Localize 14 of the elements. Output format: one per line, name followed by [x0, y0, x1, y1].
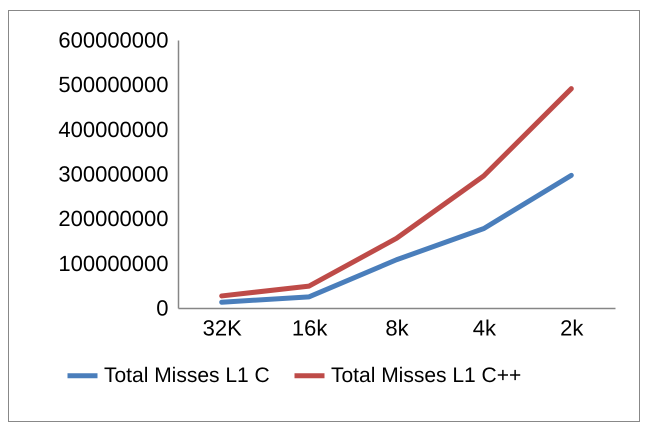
y-tick-label: 200000000 — [58, 206, 168, 232]
x-tick-label: 2k — [560, 316, 584, 340]
y-tick-label: 0 — [156, 296, 168, 320]
x-tick-label: 8k — [385, 316, 410, 340]
x-tick-label: 4k — [472, 316, 498, 340]
y-tick-label: 500000000 — [58, 72, 168, 98]
x-tick-label: 16k — [292, 316, 328, 340]
y-tick-label: 400000000 — [58, 116, 168, 142]
x-tick-label: 32K — [202, 316, 242, 340]
y-tick-label: 100000000 — [58, 250, 168, 276]
legend-label: Total Misses L1 C++ — [331, 364, 522, 387]
legend-label: Total Misses L1 C — [104, 364, 270, 387]
y-tick-label: 600000000 — [58, 28, 168, 52]
y-tick-label: 300000000 — [58, 162, 168, 186]
